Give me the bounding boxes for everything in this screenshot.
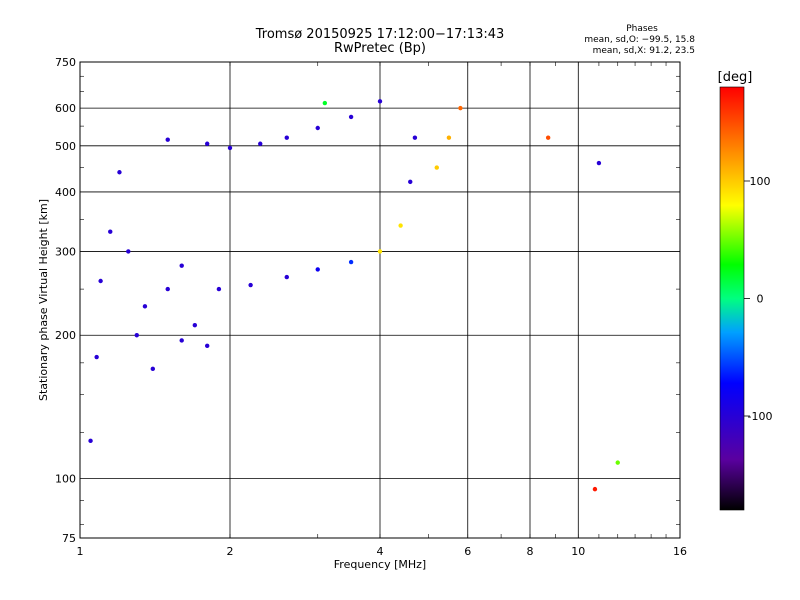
data-point	[284, 274, 289, 280]
y-tick-label: 600	[55, 102, 76, 115]
data-point	[284, 135, 289, 140]
x-tick-label: 6	[464, 545, 471, 558]
x-tick-label: 8	[527, 545, 534, 558]
phases-box-line-o: mean, sd,O: −99.5, 15.8	[584, 35, 695, 45]
x-tick-label: 1	[77, 545, 84, 558]
x-tick-label: 4	[377, 545, 384, 558]
data-point	[179, 338, 184, 343]
phases-box-title: Phases	[626, 24, 658, 34]
data-point	[117, 170, 122, 175]
phases-box-line-x: mean, sd,X: 91.2, 23.5	[593, 46, 695, 56]
data-point	[150, 366, 156, 372]
grid-lines	[80, 62, 680, 538]
colorbar-label: [deg]	[718, 70, 753, 85]
data-point	[248, 282, 253, 288]
data-points	[88, 99, 620, 492]
data-point	[446, 135, 452, 140]
data-point	[596, 160, 602, 166]
data-point	[398, 223, 403, 228]
data-point	[434, 165, 439, 170]
data-point	[348, 114, 354, 120]
y-axis: 75 100 200 300 400 500 600 750	[55, 56, 680, 545]
data-point	[165, 286, 170, 292]
data-point	[227, 145, 233, 151]
colorbar-tick-label: 0	[757, 293, 764, 306]
data-point	[408, 179, 413, 185]
chart-subtitle: RwPretec (Bp)	[334, 41, 426, 56]
x-axis: 1 2 4 6 8 10 16	[77, 62, 687, 558]
y-tick-label: 75	[62, 532, 76, 545]
colorbar	[719, 86, 745, 511]
data-point	[216, 286, 222, 292]
y-tick-label: 500	[55, 140, 76, 153]
y-tick-label: 300	[55, 245, 76, 258]
y-tick-label: 400	[55, 186, 76, 199]
data-point	[134, 333, 139, 338]
data-point	[322, 100, 328, 106]
data-point	[126, 249, 131, 254]
data-point	[204, 343, 210, 349]
data-point	[615, 460, 620, 465]
data-point	[142, 304, 148, 309]
y-axis-label: Stationary phase Virtual Height [km]	[37, 199, 50, 401]
data-point	[108, 229, 113, 234]
data-point	[315, 125, 320, 131]
data-point	[192, 322, 198, 328]
x-tick-label: 10	[571, 545, 585, 558]
data-point	[94, 354, 99, 360]
data-point	[592, 486, 598, 492]
colorbar-tick-label: 100	[750, 175, 771, 188]
y-tick-label: 100	[55, 473, 76, 486]
y-tick-label: 750	[55, 56, 76, 69]
data-point	[179, 263, 184, 268]
y-tick-label: 200	[55, 329, 76, 342]
data-point	[545, 135, 551, 140]
x-axis-label: Frequency [MHz]	[334, 558, 426, 571]
data-point	[165, 137, 170, 142]
colorbar-tick-label: -100	[748, 410, 773, 423]
data-point	[348, 259, 354, 265]
data-point	[258, 141, 263, 146]
data-point	[88, 438, 93, 444]
colorbar-ticks: 100 0 -100	[744, 175, 772, 423]
data-point	[377, 99, 383, 104]
chart-title: Tromsø 20150925 17:12:00−17:13:43	[255, 27, 505, 42]
data-point	[458, 105, 463, 111]
data-point	[377, 249, 383, 254]
data-point	[412, 135, 418, 140]
x-tick-label: 16	[673, 545, 687, 558]
data-point	[315, 267, 320, 272]
x-tick-label: 2	[227, 545, 234, 558]
data-point	[98, 278, 103, 284]
data-point	[204, 141, 210, 146]
